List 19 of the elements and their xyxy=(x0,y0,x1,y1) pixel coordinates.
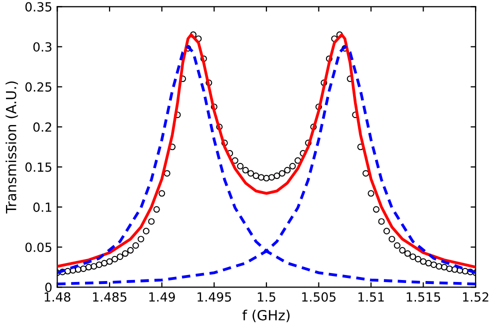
y-tick-label: 0.2 xyxy=(33,122,52,132)
x-tick-label: 1.51 xyxy=(358,292,384,302)
y-tick-label: 0.25 xyxy=(25,82,52,92)
x-tick-label: 1.485 xyxy=(93,292,126,302)
y-tick-label: 0.3 xyxy=(33,42,52,52)
y-tick-label: 0 xyxy=(45,282,52,292)
x-tick-label: 1.515 xyxy=(406,292,440,302)
y-tick-label: 0.1 xyxy=(33,202,52,212)
x-tick-label: 1.48 xyxy=(44,292,70,302)
x-tick-label: 1.505 xyxy=(302,292,336,302)
x-tick-label: 1.49 xyxy=(149,292,175,302)
x-tick-label: 1.495 xyxy=(198,292,231,302)
y-tick-label: 0.05 xyxy=(25,242,52,252)
y-tick-label: 0.15 xyxy=(25,162,52,172)
x-tick-label: 1.5 xyxy=(258,292,276,302)
y-tick-label: 0.35 xyxy=(25,2,52,12)
y-axis-title: Transmission (A.U.) xyxy=(6,81,18,214)
x-axis-title: f (GHz) xyxy=(242,310,290,322)
x-tick-label: 1.52 xyxy=(463,292,488,302)
